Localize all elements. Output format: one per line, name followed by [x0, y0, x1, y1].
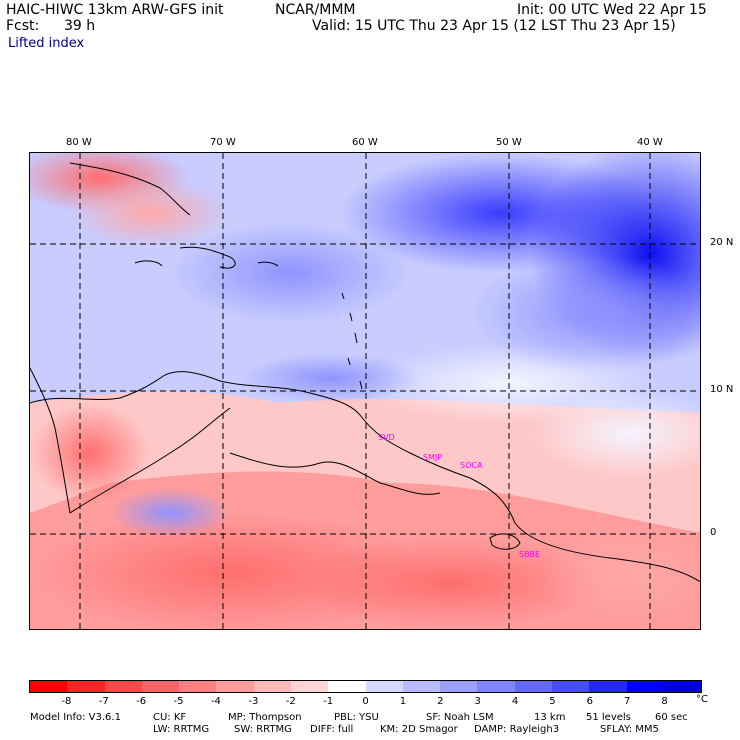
- border-colombia: [69, 407, 231, 514]
- colorbar-swatch: [365, 681, 403, 692]
- colorbar-swatch: [626, 681, 664, 692]
- colorbar-swatch: [141, 681, 180, 692]
- colorbar-swatch: [328, 681, 366, 692]
- damp-scheme: DAMP: Rayleigh3: [474, 724, 560, 735]
- colorbar-swatch: [440, 681, 478, 692]
- lifted-index-map: SVD SMJP SOCA SBBE: [29, 152, 701, 630]
- colorbar-swatch: [589, 681, 627, 692]
- lon-label: 80 W: [66, 137, 92, 148]
- field-blue-core: [170, 223, 410, 323]
- station-label: SOCA: [460, 461, 483, 470]
- colorbar-tick-label: 7: [624, 696, 631, 707]
- coast-antilles: [349, 312, 353, 322]
- colorbar-tick-label: 2: [437, 696, 444, 707]
- coast-antilles: [341, 292, 345, 300]
- lat-label: 10 N: [710, 384, 734, 395]
- colorbar-tick-label: -2: [285, 696, 296, 707]
- colorbar-tick-label: -3: [248, 696, 259, 707]
- fcst-value: 39 h: [64, 18, 96, 34]
- lon-label: 60 W: [352, 137, 378, 148]
- coast-antilles: [347, 357, 351, 366]
- station-label: SVD: [378, 433, 395, 442]
- colorbar-tick-label: -7: [98, 696, 109, 707]
- colorbar-tick-label: 8: [661, 696, 668, 707]
- fcst-label: Fcst:: [6, 18, 40, 34]
- coast-hispaniola: [179, 246, 236, 269]
- station-label: SBBE: [519, 550, 541, 559]
- graticule: [30, 153, 700, 629]
- colorbar: [29, 680, 702, 693]
- valid-time: Valid: 15 UTC Thu 23 Apr 15 (12 LST Thu …: [312, 18, 676, 34]
- field-red-core: [30, 403, 150, 503]
- field-name: Lifted index: [8, 36, 85, 51]
- pbl-scheme: PBL: YSU: [334, 712, 379, 723]
- timestep: 60 sec: [655, 712, 688, 723]
- resolution: 13 km: [534, 712, 566, 723]
- colorbar-tick-label: -5: [173, 696, 184, 707]
- model-title: HAIC-HIWC 13km ARW-GFS init: [6, 2, 224, 18]
- colorbar-tick-label: -1: [323, 696, 334, 707]
- coast-puerto-rico: [257, 261, 279, 267]
- sflay-scheme: SFLAY: MM5: [600, 724, 659, 735]
- org-label: NCAR/MMM: [275, 2, 356, 18]
- colorbar-tick-label: -8: [61, 696, 72, 707]
- colorbar-swatch: [104, 681, 142, 692]
- sf-scheme: SF: Noah LSM: [426, 712, 494, 723]
- border-guyana: [379, 482, 441, 495]
- colorbar-swatch: [551, 681, 590, 692]
- station-label: SMJP: [423, 453, 443, 462]
- colorbar-swatch: [67, 681, 105, 692]
- field-blue-core: [110, 488, 230, 538]
- colorbar-swatch: [253, 681, 291, 692]
- lon-label: 40 W: [637, 137, 663, 148]
- colorbar-swatch: [663, 681, 702, 692]
- colorbar-swatch: [290, 681, 329, 692]
- model-info: Model Info: V3.6.1: [30, 712, 121, 723]
- field-pink-core: [70, 178, 230, 248]
- colorbar-tick-label: 0: [362, 696, 369, 707]
- field-red-core: [290, 538, 610, 628]
- colorbar-tick-label: 1: [399, 696, 407, 707]
- map-canvas: [30, 153, 700, 629]
- colorbar-tick-label: 3: [474, 696, 481, 707]
- levels: 51 levels: [586, 712, 631, 723]
- colorbar-swatch: [216, 681, 254, 692]
- lon-label: 50 W: [496, 137, 522, 148]
- init-time: Init: 00 UTC Wed 22 Apr 15: [517, 2, 707, 18]
- km-scheme: KM: 2D Smagor: [380, 724, 458, 735]
- coast-jamaica: [134, 260, 163, 267]
- cu-scheme: CU: KF: [153, 712, 187, 723]
- colorbar-tick-label: 5: [549, 696, 556, 707]
- colorbar-swatch: [514, 681, 552, 692]
- colorbar-tick-label: -4: [210, 696, 221, 707]
- colorbar-swatch: [179, 681, 217, 692]
- colorbar-tick-label: 6: [586, 696, 594, 707]
- sw-scheme: SW: RRTMG: [234, 724, 292, 735]
- lat-label: 20 N: [710, 237, 734, 248]
- colorbar-swatch: [402, 681, 441, 692]
- coast-central-america: [30, 367, 71, 514]
- border-venezuela: [229, 452, 381, 484]
- colorbar-swatch: [30, 681, 68, 692]
- coast-antilles: [359, 380, 363, 390]
- field-neutral: [530, 388, 700, 478]
- mp-scheme: MP: Thompson: [228, 712, 302, 723]
- lat-label: 0: [710, 527, 717, 538]
- coast-south-america: [30, 371, 700, 583]
- lon-label: 70 W: [210, 137, 236, 148]
- field-blue-core: [240, 353, 420, 403]
- field-blue-core: [470, 253, 700, 373]
- coast-cuba: [69, 162, 191, 216]
- diff-scheme: DIFF: full: [310, 724, 354, 735]
- field-pink-core: [540, 523, 700, 623]
- colorbar-swatch: [477, 681, 515, 692]
- colorbar-unit: °C: [696, 694, 708, 705]
- lw-scheme: LW: RRTMG: [153, 724, 210, 735]
- coastlines: [30, 162, 700, 583]
- colorbar-tick-label: 4: [511, 696, 519, 707]
- coast-antilles: [354, 332, 358, 344]
- colorbar-tick-label: -6: [136, 696, 147, 707]
